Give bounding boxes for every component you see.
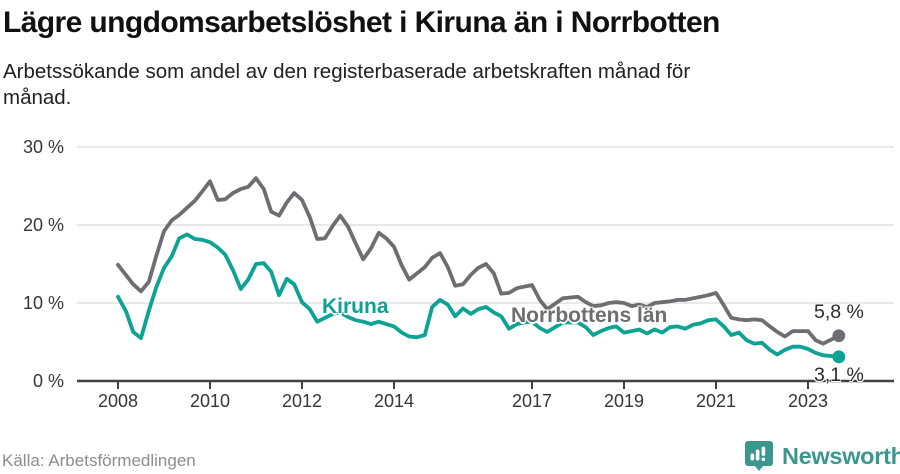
end-value-norrbotten: 5,8 % — [814, 301, 864, 323]
line-norrbotten — [116, 176, 841, 346]
y-tick-label: 10 % — [22, 293, 64, 313]
newsworthy-logo[interactable]: Newsworthy — [744, 440, 900, 472]
source-credit: Källa: Arbetsförmedlingen — [2, 451, 196, 470]
end-value-kiruna: 3,1 % — [814, 364, 864, 386]
x-tick-label: 2021 — [695, 391, 737, 411]
bar-chart-speech-bubble-icon — [745, 441, 773, 471]
x-tick-label: 2023 — [787, 391, 829, 411]
series-label-kiruna: Kiruna — [322, 295, 389, 318]
x-tick-label: 2017 — [511, 391, 553, 411]
page-title: Lägre ungdomsarbetslöshet i Kiruna än i … — [3, 6, 720, 39]
x-tick-label: 2010 — [189, 391, 231, 411]
x-tick-label: 2012 — [281, 391, 323, 411]
y-tick-label: 20 % — [22, 215, 64, 235]
chart-subtitle: Arbetssökande som andel av den registerb… — [3, 60, 691, 109]
x-tick-label: 2019 — [603, 391, 645, 411]
x-tick-label: 2008 — [97, 391, 139, 411]
series-label-norrbotten: Norrbottens län — [511, 304, 668, 327]
y-tick-label: 0 % — [32, 371, 64, 391]
end-dot-norrbotten — [832, 329, 846, 343]
line-kiruna — [116, 232, 841, 359]
y-tick-label: 30 % — [22, 137, 64, 157]
x-tick-label: 2014 — [373, 391, 415, 411]
end-dot-kiruna — [832, 350, 846, 364]
brand-wordmark: Newsworthy — [782, 442, 900, 469]
